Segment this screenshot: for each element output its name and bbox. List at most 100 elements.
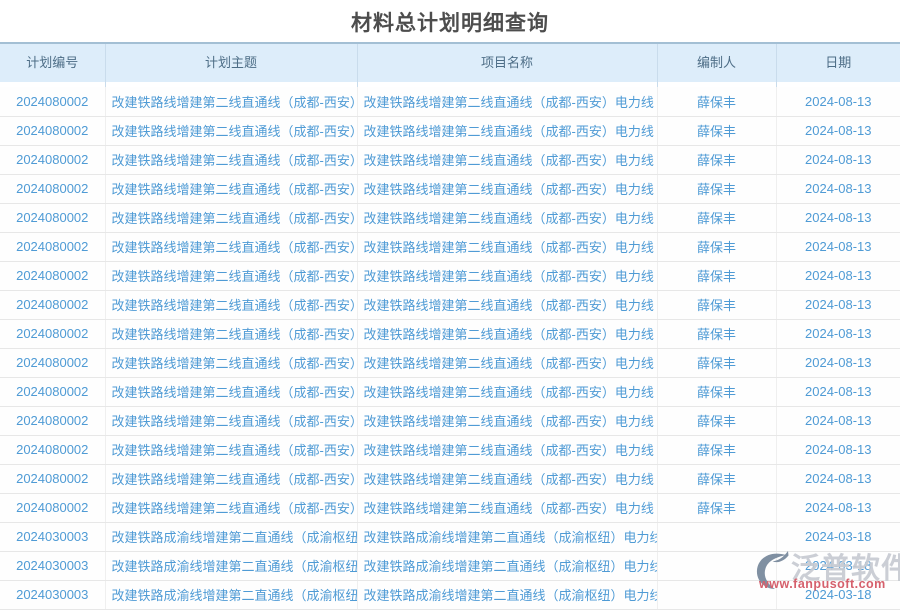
cell-plan-no[interactable]: 2024080002: [0, 203, 106, 233]
cell-plan-no[interactable]: 2024080002: [0, 319, 106, 349]
cell-plan-subject: 改建铁路成渝线增建第二直通线（成渝枢纽）: [105, 522, 358, 552]
table-header: 计划编号 计划主题 项目名称 编制人 日期: [0, 42, 900, 87]
table-row[interactable]: 2024080002 改建铁路线增建第二线直通线（成都-西安） 改建铁路线增建第…: [0, 232, 900, 262]
cell-date: 2024-08-13: [776, 493, 900, 523]
cell-plan-no[interactable]: 2024080002: [0, 232, 106, 262]
cell-project-name: 改建铁路线增建第二线直通线（成都-西安）电力线: [357, 174, 658, 204]
cell-plan-no[interactable]: 2024080002: [0, 348, 106, 378]
cell-plan-subject: 改建铁路线增建第二线直通线（成都-西安）: [105, 464, 358, 494]
table-row[interactable]: 2024080002 改建铁路线增建第二线直通线（成都-西安） 改建铁路线增建第…: [0, 319, 900, 349]
column-header-date: 日期: [776, 42, 900, 87]
table-row[interactable]: 2024080002 改建铁路线增建第二线直通线（成都-西安） 改建铁路线增建第…: [0, 464, 900, 494]
cell-project-name: 改建铁路线增建第二线直通线（成都-西安）电力线: [357, 232, 658, 262]
cell-plan-no[interactable]: 2024080002: [0, 116, 106, 146]
material-plan-table: 计划编号 计划主题 项目名称 编制人 日期 2024080002 改建铁路线增建…: [0, 42, 900, 610]
table-header-row: 计划编号 计划主题 项目名称 编制人 日期: [0, 42, 900, 87]
cell-plan-no[interactable]: 2024030003: [0, 580, 106, 610]
cell-plan-subject: 改建铁路线增建第二线直通线（成都-西安）: [105, 435, 358, 465]
cell-date: 2024-03-18: [776, 522, 900, 552]
cell-project-name: 改建铁路线增建第二线直通线（成都-西安）电力线: [357, 377, 658, 407]
cell-plan-no[interactable]: 2024080002: [0, 290, 106, 320]
table-row[interactable]: 2024080002 改建铁路线增建第二线直通线（成都-西安） 改建铁路线增建第…: [0, 87, 900, 117]
cell-author: 薛保丰: [657, 174, 777, 204]
column-header-plan-no: 计划编号: [0, 42, 106, 87]
cell-date: 2024-08-13: [776, 203, 900, 233]
table-row[interactable]: 2024080002 改建铁路线增建第二线直通线（成都-西安） 改建铁路线增建第…: [0, 261, 900, 291]
cell-plan-no[interactable]: 2024030003: [0, 551, 106, 581]
cell-plan-no[interactable]: 2024080002: [0, 145, 106, 175]
cell-author: 薛保丰: [657, 145, 777, 175]
cell-plan-subject: 改建铁路线增建第二线直通线（成都-西安）: [105, 319, 358, 349]
cell-date: 2024-08-13: [776, 261, 900, 291]
cell-project-name: 改建铁路线增建第二线直通线（成都-西安）电力线: [357, 116, 658, 146]
cell-project-name: 改建铁路线增建第二线直通线（成都-西安）电力线: [357, 203, 658, 233]
cell-date: 2024-08-13: [776, 290, 900, 320]
cell-plan-no[interactable]: 2024080002: [0, 493, 106, 523]
cell-plan-subject: 改建铁路线增建第二线直通线（成都-西安）: [105, 406, 358, 436]
cell-plan-subject: 改建铁路成渝线增建第二直通线（成渝枢纽）: [105, 580, 358, 610]
cell-author: 薛保丰: [657, 377, 777, 407]
cell-plan-no[interactable]: 2024080002: [0, 261, 106, 291]
cell-date: 2024-08-13: [776, 87, 900, 117]
cell-date: 2024-08-13: [776, 435, 900, 465]
cell-date: 2024-08-13: [776, 319, 900, 349]
table-row[interactable]: 2024030003 改建铁路成渝线增建第二直通线（成渝枢纽） 改建铁路成渝线增…: [0, 551, 900, 581]
table-row[interactable]: 2024080002 改建铁路线增建第二线直通线（成都-西安） 改建铁路线增建第…: [0, 493, 900, 523]
column-header-subject: 计划主题: [105, 42, 358, 87]
cell-author: [657, 551, 777, 581]
table-row[interactable]: 2024080002 改建铁路线增建第二线直通线（成都-西安） 改建铁路线增建第…: [0, 203, 900, 233]
cell-plan-no[interactable]: 2024080002: [0, 406, 106, 436]
cell-plan-no[interactable]: 2024080002: [0, 377, 106, 407]
cell-date: 2024-08-13: [776, 348, 900, 378]
table-row[interactable]: 2024080002 改建铁路线增建第二线直通线（成都-西安） 改建铁路线增建第…: [0, 174, 900, 204]
table-body: 2024080002 改建铁路线增建第二线直通线（成都-西安） 改建铁路线增建第…: [0, 87, 900, 610]
cell-author: [657, 522, 777, 552]
cell-author: 薛保丰: [657, 87, 777, 117]
cell-date: 2024-08-13: [776, 116, 900, 146]
cell-plan-no[interactable]: 2024080002: [0, 435, 106, 465]
column-header-project: 项目名称: [357, 42, 658, 87]
cell-author: 薛保丰: [657, 435, 777, 465]
cell-plan-subject: 改建铁路线增建第二线直通线（成都-西安）: [105, 348, 358, 378]
table-row[interactable]: 2024030003 改建铁路成渝线增建第二直通线（成渝枢纽） 改建铁路成渝线增…: [0, 522, 900, 552]
cell-project-name: 改建铁路线增建第二线直通线（成都-西安）电力线: [357, 261, 658, 291]
cell-plan-no[interactable]: 2024030003: [0, 522, 106, 552]
column-header-author: 编制人: [657, 42, 777, 87]
cell-project-name: 改建铁路成渝线增建第二直通线（成渝枢纽）电力线: [357, 522, 658, 552]
cell-plan-no[interactable]: 2024080002: [0, 87, 106, 117]
cell-author: 薛保丰: [657, 261, 777, 291]
table-row[interactable]: 2024080002 改建铁路线增建第二线直通线（成都-西安） 改建铁路线增建第…: [0, 116, 900, 146]
cell-project-name: 改建铁路线增建第二线直通线（成都-西安）电力线: [357, 464, 658, 494]
cell-project-name: 改建铁路线增建第二线直通线（成都-西安）电力线: [357, 406, 658, 436]
cell-plan-subject: 改建铁路线增建第二线直通线（成都-西安）: [105, 493, 358, 523]
cell-date: 2024-08-13: [776, 232, 900, 262]
cell-author: [657, 580, 777, 610]
cell-plan-no[interactable]: 2024080002: [0, 464, 106, 494]
cell-plan-subject: 改建铁路线增建第二线直通线（成都-西安）: [105, 290, 358, 320]
cell-date: 2024-08-13: [776, 377, 900, 407]
table-row[interactable]: 2024080002 改建铁路线增建第二线直通线（成都-西安） 改建铁路线增建第…: [0, 377, 900, 407]
table-row[interactable]: 2024030003 改建铁路成渝线增建第二直通线（成渝枢纽） 改建铁路成渝线增…: [0, 580, 900, 610]
cell-project-name: 改建铁路线增建第二线直通线（成都-西安）电力线: [357, 145, 658, 175]
table-row[interactable]: 2024080002 改建铁路线增建第二线直通线（成都-西安） 改建铁路线增建第…: [0, 348, 900, 378]
cell-date: 2024-03-18: [776, 551, 900, 581]
cell-date: 2024-08-13: [776, 174, 900, 204]
table-row[interactable]: 2024080002 改建铁路线增建第二线直通线（成都-西安） 改建铁路线增建第…: [0, 406, 900, 436]
cell-plan-subject: 改建铁路成渝线增建第二直通线（成渝枢纽）: [105, 551, 358, 581]
table-row[interactable]: 2024080002 改建铁路线增建第二线直通线（成都-西安） 改建铁路线增建第…: [0, 145, 900, 175]
table-row[interactable]: 2024080002 改建铁路线增建第二线直通线（成都-西安） 改建铁路线增建第…: [0, 435, 900, 465]
cell-plan-subject: 改建铁路线增建第二线直通线（成都-西安）: [105, 377, 358, 407]
cell-plan-subject: 改建铁路线增建第二线直通线（成都-西安）: [105, 261, 358, 291]
table-row[interactable]: 2024080002 改建铁路线增建第二线直通线（成都-西安） 改建铁路线增建第…: [0, 290, 900, 320]
cell-author: 薛保丰: [657, 464, 777, 494]
cell-project-name: 改建铁路成渝线增建第二直通线（成渝枢纽）电力线: [357, 580, 658, 610]
page-title: 材料总计划明细查询: [351, 12, 549, 35]
cell-author: 薛保丰: [657, 348, 777, 378]
cell-author: 薛保丰: [657, 203, 777, 233]
cell-project-name: 改建铁路线增建第二线直通线（成都-西安）电力线: [357, 493, 658, 523]
cell-project-name: 改建铁路线增建第二线直通线（成都-西安）电力线: [357, 348, 658, 378]
cell-author: 薛保丰: [657, 232, 777, 262]
cell-plan-no[interactable]: 2024080002: [0, 174, 106, 204]
cell-author: 薛保丰: [657, 116, 777, 146]
cell-plan-subject: 改建铁路线增建第二线直通线（成都-西安）: [105, 87, 358, 117]
